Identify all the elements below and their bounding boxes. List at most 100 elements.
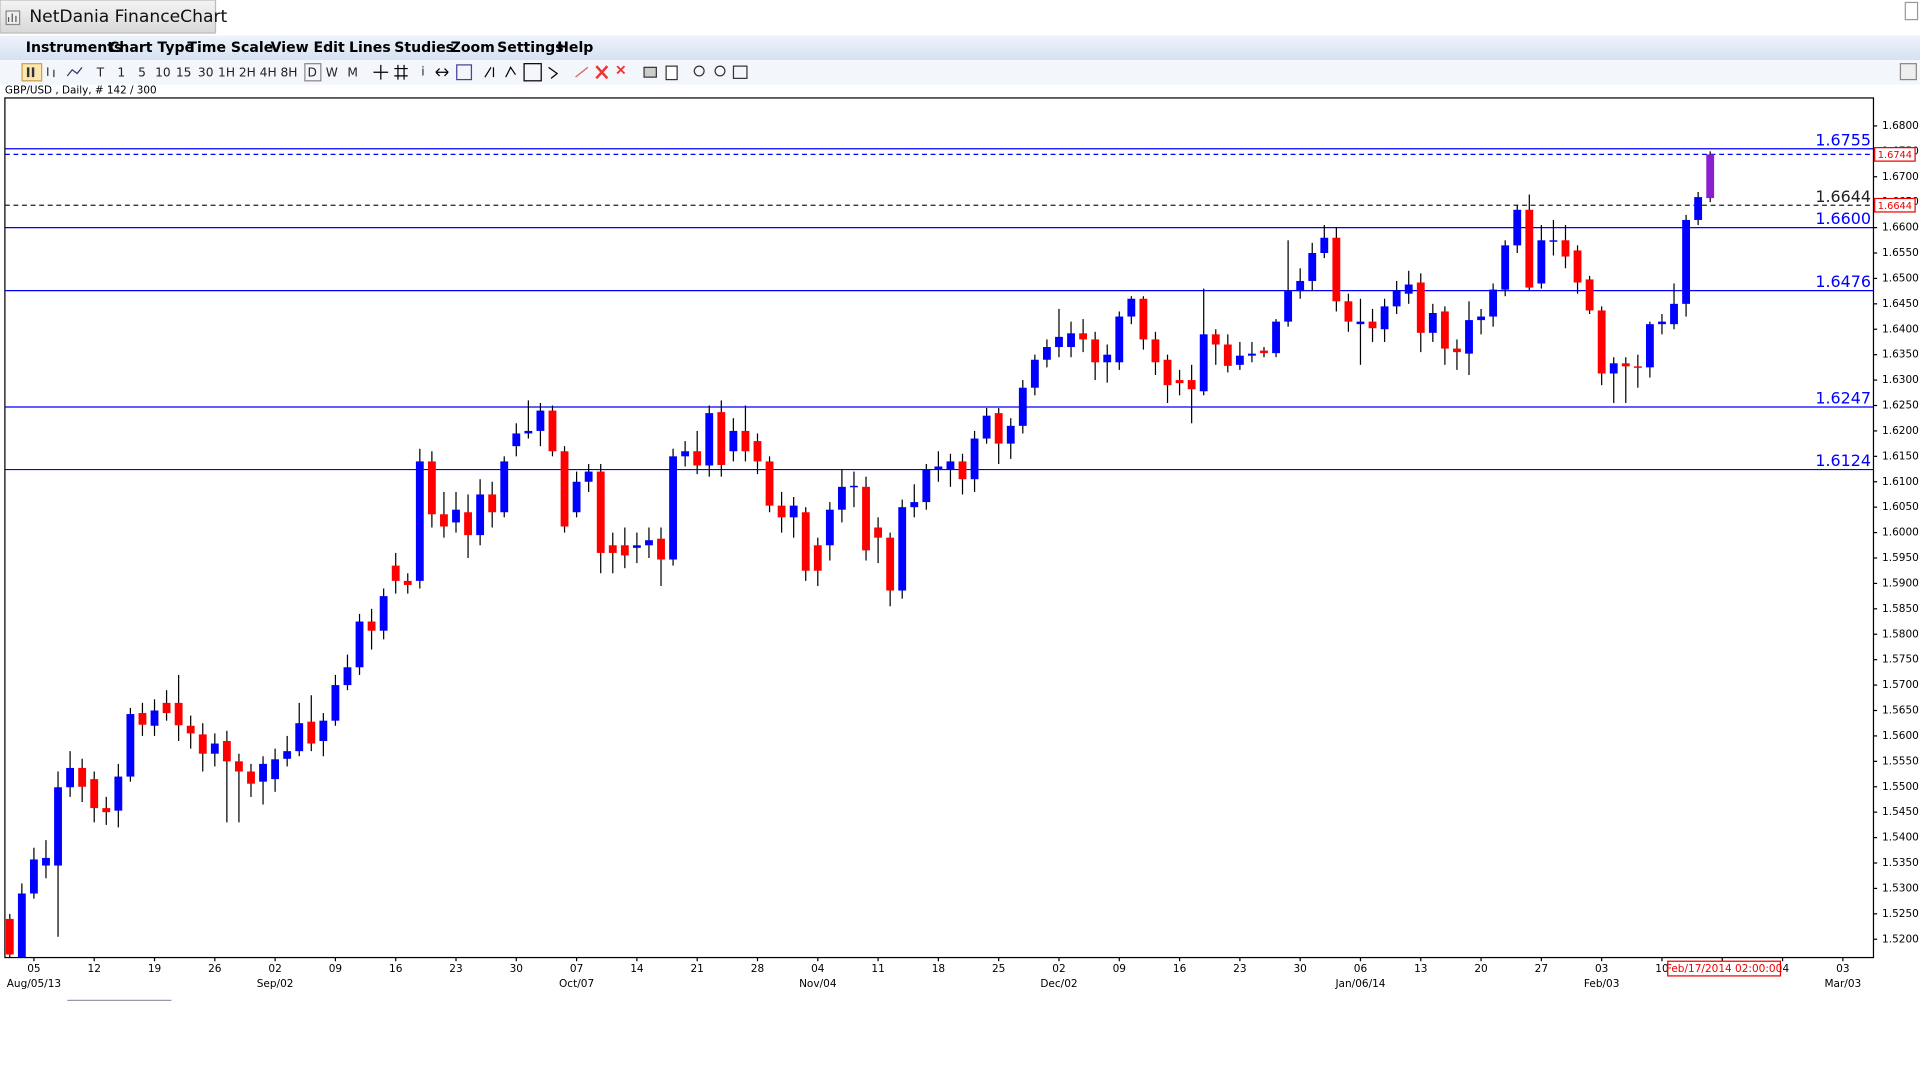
candle-body: [512, 433, 521, 447]
x-tick-label: 14: [630, 963, 644, 975]
tool-icon: [575, 66, 589, 78]
timeframe-button[interactable]: 1: [117, 65, 125, 79]
x-tick-label: 21: [690, 963, 703, 975]
tool-icon: [693, 65, 705, 77]
price-tag: [1874, 147, 1916, 162]
timeframe-button[interactable]: 30: [198, 65, 214, 79]
tool-icon: [643, 66, 657, 78]
candle-body: [78, 767, 87, 787]
candle-body: [1296, 280, 1305, 292]
candle-body: [910, 502, 919, 508]
x-period-label: Dec/02: [1040, 978, 1077, 990]
y-tick-label: 1.5800: [1882, 628, 1919, 640]
cursor-label: Feb/17/2014 02:00:00: [1666, 963, 1782, 975]
candle-body: [1127, 298, 1136, 317]
candle-body: [1260, 350, 1268, 354]
candle-body: [126, 714, 135, 777]
candle-body: [1513, 209, 1522, 246]
timeframe-button[interactable]: 2H: [239, 65, 256, 79]
level-label: 1.6247: [1815, 389, 1871, 408]
timeframe-button[interactable]: 1H: [218, 65, 235, 79]
timeframe-button[interactable]: T: [96, 65, 105, 79]
timeframe-button[interactable]: 8H: [280, 65, 297, 79]
menu-item[interactable]: Chart Type: [109, 40, 194, 56]
candle-body: [645, 540, 653, 546]
candle-body: [572, 481, 581, 513]
menu-item[interactable]: Instruments: [26, 40, 123, 56]
menu-item[interactable]: Lines: [349, 40, 391, 56]
menu-item[interactable]: Studies: [394, 40, 454, 56]
x-tick-label: 12: [88, 963, 101, 975]
y-tick-label: 1.5850: [1882, 603, 1919, 615]
timeframe-button[interactable]: W: [326, 65, 338, 79]
candle-body: [536, 410, 545, 431]
candle-body: [620, 545, 629, 556]
candle-body: [1706, 154, 1715, 199]
candle-body: [138, 713, 147, 725]
candle-body: [1477, 316, 1485, 321]
window-title: NetDania FinanceChart: [29, 7, 227, 27]
candle-body: [669, 456, 677, 560]
window-control[interactable]: [1904, 1, 1919, 21]
candle-body: [898, 507, 907, 591]
tool-button[interactable]: [523, 63, 542, 82]
candle-body: [596, 471, 605, 553]
app-icon: [5, 10, 21, 26]
x-tick-label: 03: [1836, 963, 1849, 975]
candle-body: [29, 859, 38, 894]
candle-body: [1368, 321, 1377, 329]
candle-body: [319, 720, 328, 742]
timeframe-button[interactable]: D: [308, 65, 317, 79]
menu-item[interactable]: Time Scale: [187, 40, 273, 56]
timeframe-button[interactable]: 15: [176, 65, 192, 79]
candle-body: [1465, 320, 1473, 354]
timeframe-button[interactable]: 4H: [260, 65, 277, 79]
menu-item[interactable]: Help: [557, 40, 593, 56]
candle-body: [1055, 336, 1063, 348]
menu-item[interactable]: Edit: [313, 40, 345, 56]
y-tick-label: 1.5600: [1882, 730, 1919, 742]
timeframe-button[interactable]: M: [347, 65, 358, 79]
menu-item[interactable]: View: [271, 40, 309, 56]
x-period-label: Sep/02: [257, 978, 294, 990]
y-tick-label: 1.5700: [1882, 679, 1919, 691]
candle-body: [403, 580, 412, 585]
candle-body: [162, 702, 171, 714]
candle-body: [970, 438, 979, 480]
candle-body: [367, 621, 376, 631]
y-tick-label: 1.5750: [1882, 654, 1919, 666]
x-tick-label: 06: [1354, 963, 1368, 975]
tool-button[interactable]: [304, 63, 322, 82]
timeframe-button[interactable]: 5: [138, 65, 146, 79]
cursor-tag: Feb/17/2014 02:00:00: [1666, 960, 1782, 977]
tool-icon: [732, 65, 748, 79]
tool-icon: [595, 65, 609, 80]
x-tick-label: 25: [992, 963, 1005, 975]
candle-body: [608, 545, 617, 553]
menu-item[interactable]: Zoom: [451, 40, 495, 56]
candle-body: [548, 410, 557, 452]
y-tick-label: 1.6050: [1882, 501, 1919, 513]
candle-body: [17, 893, 26, 958]
candle-body: [1175, 380, 1184, 384]
candle-body: [150, 710, 159, 726]
candle-body: [862, 486, 870, 551]
candle-body: [994, 413, 1003, 444]
candle-body: [343, 667, 352, 686]
timeframe-button[interactable]: 10: [155, 65, 171, 79]
tool-button[interactable]: [1899, 63, 1917, 81]
candle-body: [1199, 334, 1208, 392]
level-label: 1.6644: [1815, 187, 1871, 206]
candle-body: [488, 494, 497, 513]
candle-body: [1344, 301, 1353, 322]
tool-icon: [47, 67, 55, 78]
candle-body: [102, 808, 111, 813]
candle-body: [560, 451, 569, 527]
candle-body: [1211, 334, 1220, 345]
x-tick-label: 10: [1655, 963, 1668, 975]
candle-body: [1597, 310, 1606, 374]
candle-body: [1284, 291, 1293, 322]
menu-item[interactable]: Settings: [497, 40, 563, 56]
y-tick-label: 1.6000: [1882, 527, 1919, 539]
y-tick-label: 1.5900: [1882, 577, 1919, 589]
